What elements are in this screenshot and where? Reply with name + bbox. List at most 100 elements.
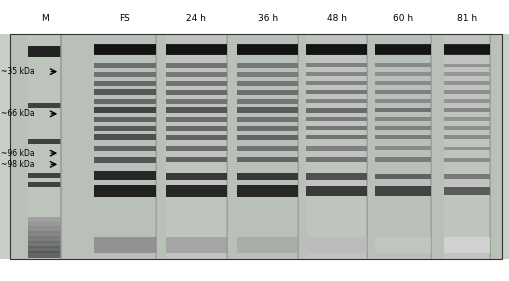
FancyBboxPatch shape bbox=[165, 185, 227, 197]
FancyBboxPatch shape bbox=[94, 237, 155, 253]
FancyBboxPatch shape bbox=[488, 34, 490, 259]
FancyBboxPatch shape bbox=[237, 63, 298, 68]
FancyBboxPatch shape bbox=[374, 117, 430, 121]
FancyBboxPatch shape bbox=[94, 185, 155, 197]
FancyBboxPatch shape bbox=[94, 81, 155, 86]
FancyBboxPatch shape bbox=[165, 44, 227, 55]
Text: M: M bbox=[41, 14, 48, 23]
FancyBboxPatch shape bbox=[237, 185, 298, 197]
Text: ~96 kDa: ~96 kDa bbox=[1, 149, 35, 158]
FancyBboxPatch shape bbox=[94, 117, 155, 122]
FancyBboxPatch shape bbox=[429, 34, 431, 259]
FancyBboxPatch shape bbox=[94, 157, 155, 163]
FancyBboxPatch shape bbox=[94, 6, 155, 281]
FancyBboxPatch shape bbox=[165, 126, 227, 131]
FancyBboxPatch shape bbox=[28, 236, 61, 243]
FancyBboxPatch shape bbox=[374, 44, 430, 55]
FancyBboxPatch shape bbox=[165, 99, 227, 104]
Text: ~66 kDa: ~66 kDa bbox=[1, 109, 35, 118]
FancyBboxPatch shape bbox=[237, 107, 298, 113]
FancyBboxPatch shape bbox=[165, 107, 227, 113]
FancyBboxPatch shape bbox=[28, 34, 61, 259]
FancyBboxPatch shape bbox=[374, 186, 430, 196]
FancyBboxPatch shape bbox=[165, 146, 227, 151]
FancyBboxPatch shape bbox=[10, 34, 501, 259]
FancyBboxPatch shape bbox=[305, 146, 366, 151]
FancyBboxPatch shape bbox=[305, 108, 366, 113]
Text: ~98 kDa: ~98 kDa bbox=[1, 160, 35, 169]
FancyBboxPatch shape bbox=[305, 157, 366, 162]
FancyBboxPatch shape bbox=[374, 237, 430, 253]
FancyBboxPatch shape bbox=[28, 222, 61, 229]
FancyBboxPatch shape bbox=[237, 6, 298, 281]
FancyBboxPatch shape bbox=[374, 63, 430, 67]
FancyBboxPatch shape bbox=[94, 134, 155, 140]
Text: 81 h: 81 h bbox=[456, 14, 476, 23]
FancyBboxPatch shape bbox=[374, 174, 430, 179]
FancyBboxPatch shape bbox=[165, 117, 227, 122]
FancyBboxPatch shape bbox=[0, 259, 509, 281]
FancyBboxPatch shape bbox=[28, 246, 61, 253]
FancyBboxPatch shape bbox=[165, 237, 227, 253]
FancyBboxPatch shape bbox=[374, 135, 430, 139]
FancyBboxPatch shape bbox=[443, 72, 489, 76]
FancyBboxPatch shape bbox=[94, 126, 155, 131]
FancyBboxPatch shape bbox=[374, 146, 430, 150]
FancyBboxPatch shape bbox=[443, 158, 489, 162]
Text: 24 h: 24 h bbox=[186, 14, 206, 23]
Text: FS: FS bbox=[119, 14, 130, 23]
FancyBboxPatch shape bbox=[237, 44, 298, 55]
FancyBboxPatch shape bbox=[237, 126, 298, 131]
FancyBboxPatch shape bbox=[374, 108, 430, 112]
FancyBboxPatch shape bbox=[305, 237, 366, 253]
FancyBboxPatch shape bbox=[365, 34, 367, 259]
FancyBboxPatch shape bbox=[94, 171, 155, 180]
FancyBboxPatch shape bbox=[94, 63, 155, 68]
Text: 48 h: 48 h bbox=[326, 14, 346, 23]
FancyBboxPatch shape bbox=[443, 64, 489, 67]
FancyBboxPatch shape bbox=[94, 146, 155, 151]
FancyBboxPatch shape bbox=[28, 251, 61, 257]
FancyBboxPatch shape bbox=[374, 126, 430, 130]
FancyBboxPatch shape bbox=[305, 44, 366, 55]
FancyBboxPatch shape bbox=[443, 90, 489, 94]
FancyBboxPatch shape bbox=[237, 81, 298, 86]
FancyBboxPatch shape bbox=[374, 34, 430, 259]
FancyBboxPatch shape bbox=[237, 44, 298, 55]
FancyBboxPatch shape bbox=[443, 126, 489, 130]
FancyBboxPatch shape bbox=[28, 103, 61, 108]
FancyBboxPatch shape bbox=[443, 81, 489, 85]
FancyBboxPatch shape bbox=[165, 34, 227, 259]
FancyBboxPatch shape bbox=[305, 99, 366, 103]
FancyBboxPatch shape bbox=[0, 0, 509, 34]
FancyBboxPatch shape bbox=[165, 63, 227, 68]
FancyBboxPatch shape bbox=[60, 34, 62, 259]
FancyBboxPatch shape bbox=[443, 117, 489, 121]
FancyBboxPatch shape bbox=[305, 72, 366, 76]
FancyBboxPatch shape bbox=[305, 63, 366, 67]
FancyBboxPatch shape bbox=[374, 157, 430, 162]
FancyBboxPatch shape bbox=[443, 6, 489, 281]
FancyBboxPatch shape bbox=[28, 46, 61, 57]
FancyBboxPatch shape bbox=[94, 107, 155, 113]
FancyBboxPatch shape bbox=[237, 173, 298, 180]
FancyBboxPatch shape bbox=[305, 186, 366, 196]
Text: 36 h: 36 h bbox=[257, 14, 277, 23]
FancyBboxPatch shape bbox=[94, 44, 155, 55]
FancyBboxPatch shape bbox=[305, 173, 366, 180]
FancyBboxPatch shape bbox=[374, 6, 430, 281]
FancyBboxPatch shape bbox=[443, 44, 489, 55]
FancyBboxPatch shape bbox=[443, 135, 489, 139]
FancyBboxPatch shape bbox=[443, 34, 489, 259]
FancyBboxPatch shape bbox=[374, 90, 430, 94]
FancyBboxPatch shape bbox=[165, 72, 227, 77]
FancyBboxPatch shape bbox=[237, 237, 298, 253]
FancyBboxPatch shape bbox=[374, 72, 430, 76]
FancyBboxPatch shape bbox=[28, 231, 61, 238]
FancyBboxPatch shape bbox=[305, 44, 366, 55]
FancyBboxPatch shape bbox=[237, 72, 298, 77]
FancyBboxPatch shape bbox=[374, 44, 430, 55]
FancyBboxPatch shape bbox=[305, 126, 366, 130]
FancyBboxPatch shape bbox=[443, 237, 489, 253]
FancyBboxPatch shape bbox=[165, 90, 227, 95]
